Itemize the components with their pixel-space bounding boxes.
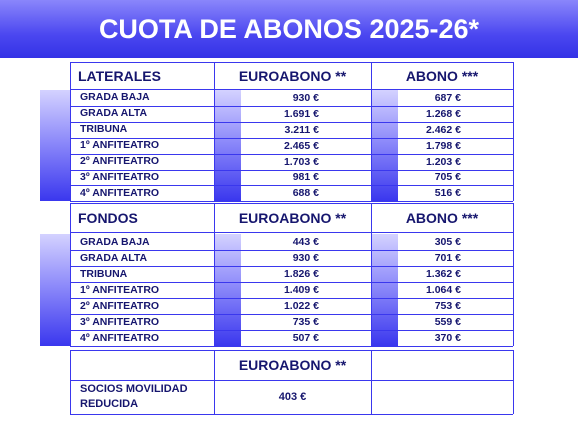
value: 1.203 € xyxy=(425,155,461,168)
row-label: TRIBUNA xyxy=(80,267,128,280)
column-strip xyxy=(372,234,398,346)
section-title: FONDOS xyxy=(78,209,138,226)
row-line xyxy=(70,232,513,233)
side-strip xyxy=(40,234,70,346)
value: 687 € xyxy=(434,91,461,104)
value: 305 € xyxy=(434,236,461,248)
title: CUOTA DE ABONOS 2025-26* xyxy=(98,14,480,44)
value: 981 € xyxy=(292,171,319,184)
column-strip xyxy=(215,234,241,346)
row-line xyxy=(70,169,513,171)
row-label: GRADA BAJA xyxy=(80,91,150,104)
column-line xyxy=(513,203,514,346)
row-line xyxy=(70,62,513,63)
value: 753 € xyxy=(434,300,461,312)
value: 1.022 € xyxy=(283,300,319,312)
section-title: LATERALES xyxy=(78,67,161,84)
row-label: 3º ANFITEATRO xyxy=(80,170,160,183)
value: 930 € xyxy=(292,252,319,264)
value: 1.691 € xyxy=(283,107,319,120)
column-strip xyxy=(215,90,241,202)
column-line xyxy=(214,203,215,346)
value: 1.826 € xyxy=(283,268,319,280)
row-label: GRADA ALTA xyxy=(80,251,148,264)
row-line xyxy=(70,89,513,90)
column-line xyxy=(70,350,71,414)
row-label: 2º ANFITEATRO xyxy=(80,299,160,312)
value: 3.211 € xyxy=(284,123,319,136)
value: 516 € xyxy=(434,187,461,200)
column-line xyxy=(70,62,71,202)
row-line xyxy=(70,266,513,267)
value: 701 € xyxy=(434,252,461,264)
row-line xyxy=(70,203,513,204)
value: 2.465 € xyxy=(283,139,319,152)
column-line xyxy=(214,350,215,414)
column-header: EUROABONO ** xyxy=(238,209,347,226)
value: 705 € xyxy=(434,171,461,184)
row-label: 1º ANFITEATRO xyxy=(80,139,160,152)
value: 507 € xyxy=(292,332,319,344)
row-line xyxy=(70,298,513,299)
header-band xyxy=(0,0,578,58)
row-line xyxy=(70,330,513,331)
column-line xyxy=(513,350,514,414)
column-line xyxy=(214,62,215,202)
row-line xyxy=(70,380,513,381)
row-line xyxy=(70,105,513,107)
column-line xyxy=(371,350,372,414)
row-line xyxy=(70,346,513,347)
column-header: EUROABONO ** xyxy=(238,357,347,373)
row-label: 2º ANFITEATRO xyxy=(80,155,160,168)
value: 930 € xyxy=(292,91,319,104)
value: 1.409 € xyxy=(283,284,319,296)
column-strip xyxy=(372,90,398,202)
value: 370 € xyxy=(434,332,461,344)
value: 1.268 € xyxy=(425,107,461,120)
column-header: EUROABONO ** xyxy=(238,67,347,84)
row-label: 4º ANFITEATRO xyxy=(80,186,160,199)
value: 1.064 € xyxy=(425,284,461,296)
row-line xyxy=(70,414,513,415)
value: 2.462 € xyxy=(425,123,461,136)
row-line xyxy=(70,153,513,155)
value: 735 € xyxy=(292,316,319,328)
column-line xyxy=(371,62,372,202)
value: 1.703 € xyxy=(283,155,319,168)
value: 1.362 € xyxy=(425,268,461,280)
row-line xyxy=(70,201,513,203)
value: 443 € xyxy=(292,236,319,248)
column-line xyxy=(70,203,71,346)
value: 1.798 € xyxy=(425,139,461,152)
value: 403 € xyxy=(278,391,307,403)
row-line xyxy=(70,185,513,187)
row-label: 4º ANFITEATRO xyxy=(80,331,160,344)
column-header: ABONO *** xyxy=(405,209,479,226)
row-label: GRADA BAJA xyxy=(80,235,150,248)
row-label: 1º ANFITEATRO xyxy=(80,283,160,296)
value: 559 € xyxy=(434,316,461,328)
column-line xyxy=(513,62,514,202)
row-line xyxy=(70,350,513,351)
value: 688 € xyxy=(292,187,319,200)
row-line xyxy=(70,121,513,123)
row-label: SOCIOS MOVILIDAD REDUCIDA xyxy=(80,383,188,410)
row-label: GRADA ALTA xyxy=(80,107,148,120)
column-header: ABONO *** xyxy=(405,67,479,84)
row-label: TRIBUNA xyxy=(80,123,128,136)
row-label: 3º ANFITEATRO xyxy=(80,315,160,328)
row-line xyxy=(70,250,513,251)
column-line xyxy=(371,203,372,346)
row-line xyxy=(70,314,513,315)
row-line xyxy=(70,282,513,283)
side-strip xyxy=(40,90,70,202)
row-line xyxy=(70,137,513,139)
